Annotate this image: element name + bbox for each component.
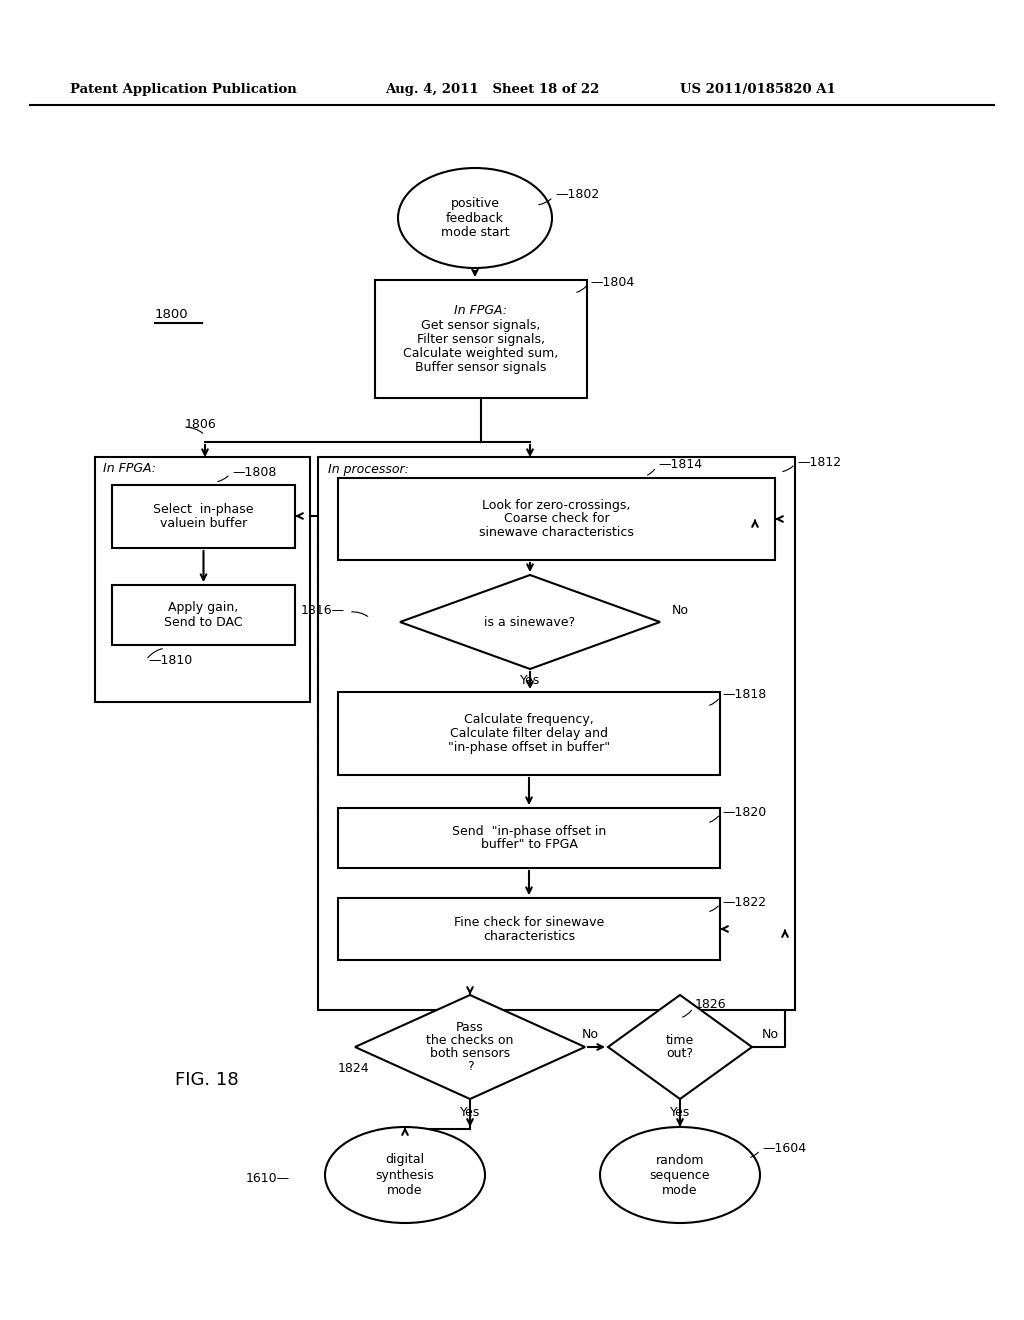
- Text: Filter sensor signals,: Filter sensor signals,: [417, 333, 545, 346]
- FancyBboxPatch shape: [95, 457, 310, 702]
- Text: Look for zero-crossings,: Look for zero-crossings,: [482, 499, 631, 511]
- Text: No: No: [762, 1028, 779, 1041]
- FancyBboxPatch shape: [338, 478, 775, 560]
- FancyBboxPatch shape: [112, 585, 295, 645]
- Text: —1808: —1808: [232, 466, 276, 479]
- Text: out?: out?: [667, 1047, 693, 1060]
- Text: Select  in-phase: Select in-phase: [154, 503, 254, 516]
- Text: In FPGA:: In FPGA:: [103, 462, 156, 475]
- Text: Fine check for sinewave: Fine check for sinewave: [454, 916, 604, 928]
- Text: Coarse check for: Coarse check for: [504, 512, 609, 525]
- Text: ?: ?: [467, 1060, 473, 1073]
- Text: time: time: [666, 1034, 694, 1047]
- Text: Pass: Pass: [456, 1020, 484, 1034]
- Text: 1816—: 1816—: [301, 603, 345, 616]
- Polygon shape: [355, 995, 585, 1100]
- FancyBboxPatch shape: [318, 457, 795, 1010]
- FancyBboxPatch shape: [375, 280, 587, 399]
- Text: Calculate filter delay and: Calculate filter delay and: [450, 727, 608, 741]
- Text: is a sinewave?: is a sinewave?: [484, 615, 575, 628]
- Text: Apply gain,: Apply gain,: [168, 602, 239, 615]
- Text: 1800: 1800: [155, 309, 188, 322]
- Text: Calculate frequency,: Calculate frequency,: [464, 713, 594, 726]
- Text: —1802: —1802: [555, 189, 599, 202]
- Text: —1812: —1812: [797, 455, 841, 469]
- Text: Yes: Yes: [520, 675, 540, 688]
- Text: Send to DAC: Send to DAC: [164, 615, 243, 628]
- Text: Send  "in-phase offset in: Send "in-phase offset in: [452, 825, 606, 837]
- Text: No: No: [582, 1028, 598, 1041]
- Text: 1824: 1824: [338, 1061, 370, 1074]
- Text: the checks on: the checks on: [426, 1034, 514, 1047]
- Ellipse shape: [325, 1127, 485, 1224]
- Text: 1806: 1806: [185, 418, 217, 432]
- Polygon shape: [400, 576, 660, 669]
- Text: characteristics: characteristics: [483, 929, 575, 942]
- Text: No: No: [672, 603, 689, 616]
- Text: Aug. 4, 2011   Sheet 18 of 22: Aug. 4, 2011 Sheet 18 of 22: [385, 83, 599, 96]
- Text: Yes: Yes: [670, 1106, 690, 1119]
- Text: —1810: —1810: [148, 653, 193, 667]
- Text: 1826: 1826: [695, 998, 727, 1011]
- Text: In processor:: In processor:: [328, 462, 409, 475]
- Text: Patent Application Publication: Patent Application Publication: [70, 83, 297, 96]
- Text: Buffer sensor signals: Buffer sensor signals: [416, 360, 547, 374]
- Text: 1610—: 1610—: [246, 1172, 290, 1184]
- Text: FIG. 18: FIG. 18: [175, 1071, 239, 1089]
- Text: sinewave characteristics: sinewave characteristics: [479, 527, 634, 540]
- Text: In FPGA:: In FPGA:: [455, 305, 508, 318]
- FancyBboxPatch shape: [338, 808, 720, 869]
- FancyBboxPatch shape: [112, 484, 295, 548]
- Text: —1818: —1818: [722, 689, 766, 701]
- Text: Get sensor signals,: Get sensor signals,: [421, 318, 541, 331]
- Text: both sensors: both sensors: [430, 1047, 510, 1060]
- Text: —1814: —1814: [658, 458, 702, 471]
- Text: —1604: —1604: [762, 1142, 806, 1155]
- Text: positive
feedback
mode start: positive feedback mode start: [440, 197, 509, 239]
- Polygon shape: [608, 995, 752, 1100]
- FancyBboxPatch shape: [338, 692, 720, 775]
- Text: valuein buffer: valuein buffer: [160, 517, 247, 531]
- Text: US 2011/0185820 A1: US 2011/0185820 A1: [680, 83, 836, 96]
- Text: —1822: —1822: [722, 895, 766, 908]
- Text: digital
synthesis
mode: digital synthesis mode: [376, 1154, 434, 1196]
- Text: random
sequence
mode: random sequence mode: [650, 1154, 711, 1196]
- Text: Calculate weighted sum,: Calculate weighted sum,: [403, 346, 559, 359]
- Ellipse shape: [398, 168, 552, 268]
- Text: "in-phase offset in buffer": "in-phase offset in buffer": [447, 741, 610, 754]
- Text: —1804: —1804: [590, 276, 634, 289]
- FancyBboxPatch shape: [338, 898, 720, 960]
- Text: Yes: Yes: [460, 1106, 480, 1119]
- Text: buffer" to FPGA: buffer" to FPGA: [480, 838, 578, 851]
- Ellipse shape: [600, 1127, 760, 1224]
- Text: —1820: —1820: [722, 805, 766, 818]
